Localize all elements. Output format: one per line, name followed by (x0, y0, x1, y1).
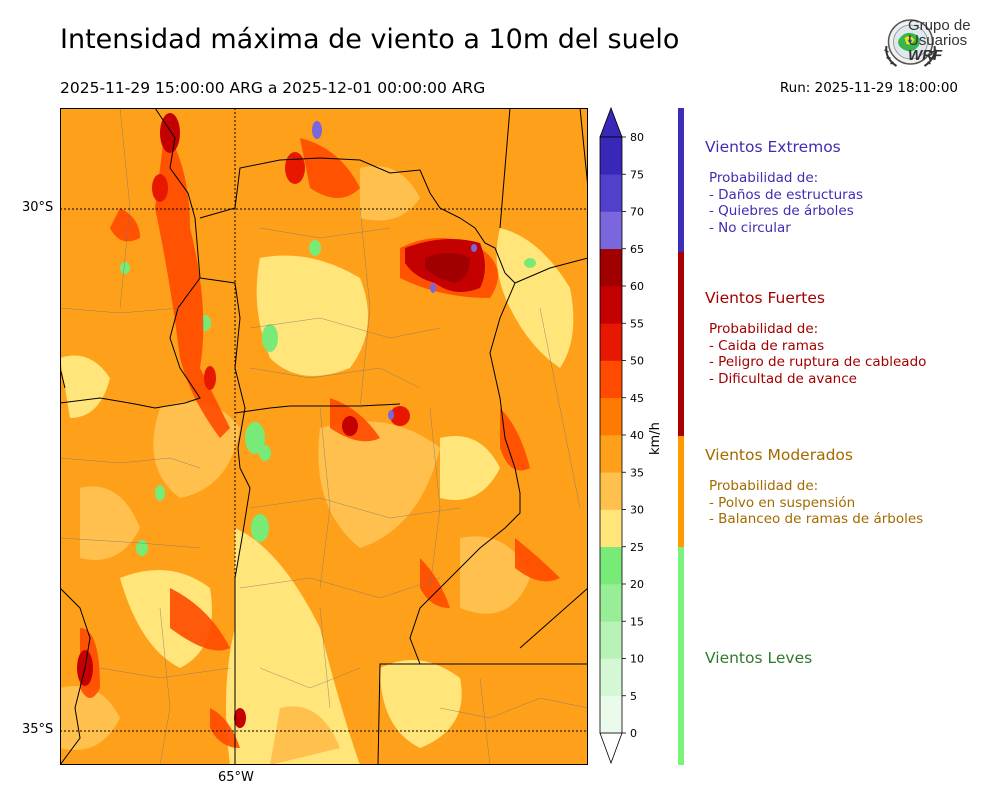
category-description: Probabilidad de: - Polvo en suspensión -… (709, 478, 923, 528)
desc-line: Probabilidad de: (709, 478, 819, 494)
category-name: Vientos Extremos (705, 138, 841, 156)
colorbar-tick-label: 50 (630, 355, 644, 368)
colorbar-tick-label: 70 (630, 206, 644, 219)
colorbar-segment (600, 137, 622, 175)
graticule (60, 108, 588, 765)
category-strong: Vientos Fuertes Probabilidad de: - Caida… (705, 289, 926, 387)
colorbar-tick-label: 25 (630, 541, 644, 554)
run-timestamp: Run: 2025-11-29 18:00:00 (779, 80, 958, 96)
colorbar-segment (600, 360, 622, 399)
forecast-period: 2025-11-29 15:00:00 ARG a 2025-12-01 00:… (60, 79, 486, 97)
logo-text: Grupo de Usuarios WRF (908, 18, 971, 63)
colorbar-tick-label: 10 (630, 653, 644, 666)
desc-line: - Quiebres de árboles (709, 203, 854, 219)
colorbar-tick-label: 5 (630, 690, 637, 703)
light-wind-spots (120, 240, 536, 556)
category-bar-strong (678, 252, 684, 436)
category-extreme: Vientos Extremos Probabilidad de: - Daño… (705, 138, 863, 236)
moderate-low-zones (60, 228, 574, 765)
colorbar-segment (600, 397, 622, 436)
wind-colorbar: 0 5 10 15 20 25 30 35 40 45 50 55 60 65 70 75 80 (599, 106, 644, 765)
colorbar-unit-label: km/h (648, 422, 663, 455)
category-light: Vientos Leves (705, 649, 812, 667)
map-frame (60, 108, 588, 765)
colorbar-tick-label: 20 (630, 578, 644, 591)
colorbar-tick-label: 45 (630, 392, 644, 405)
logo-line-2: Usuarios (908, 32, 968, 49)
colorbar-tick-label: 75 (630, 168, 644, 181)
desc-line: - Polvo en suspensión (709, 494, 856, 511)
colorbar-segment (600, 621, 622, 659)
category-name: Vientos Fuertes (705, 289, 825, 307)
category-description: Probabilidad de: - Caida de ramas - Peli… (709, 321, 926, 387)
category-bar-light (678, 547, 684, 765)
lon-label-65w: 65°W (218, 770, 254, 785)
colorbar-segment (600, 435, 622, 473)
colorbar-extend-max (599, 106, 623, 138)
colorbar-tick-label: 60 (630, 280, 644, 293)
colorbar-tick-label: 65 (630, 243, 644, 256)
category-bar-moderate (678, 436, 684, 547)
colorbar-tick-label: 40 (630, 429, 644, 442)
colorbar-segment (600, 695, 622, 734)
moderate-mid-zones (60, 166, 530, 765)
colorbar-segment (600, 174, 622, 212)
desc-line: Probabilidad de: (709, 321, 819, 337)
desc-line: - Caida de ramas (709, 337, 825, 354)
province-boundaries (60, 108, 588, 765)
colorbar-tick-label: 55 (630, 317, 644, 330)
colorbar-segment (600, 509, 622, 548)
category-name: Vientos Leves (705, 649, 813, 667)
desc-line: - No circular (709, 219, 791, 236)
colorbar-segment (600, 286, 622, 324)
colorbar-tick-label: 30 (630, 504, 644, 517)
colorbar-segment (600, 323, 622, 361)
colorbar-segment (600, 248, 622, 287)
colorbar-segment (600, 546, 622, 585)
category-description: Probabilidad de: - Daños de estructuras … (709, 170, 863, 236)
colorbar-segment (600, 584, 622, 622)
globe-emblem-icon (884, 19, 937, 67)
logo-line-3: WRF (908, 47, 943, 64)
category-bar-extreme (678, 108, 684, 252)
colorbar-tick-label: 0 (630, 727, 637, 740)
extreme-wind-spots (312, 121, 477, 420)
desc-line: Probabilidad de: (709, 170, 819, 186)
desc-line: - Daños de estructuras (709, 186, 864, 203)
lat-label-35s: 35°S (22, 722, 54, 737)
colorbar-extend-min (599, 732, 623, 765)
desc-line: - Peligro de ruptura de cableado (709, 354, 927, 370)
desc-line: - Dificultad de avance (709, 370, 857, 387)
category-name: Vientos Moderados (705, 446, 853, 464)
category-bar (678, 108, 684, 765)
colorbar-segment (600, 211, 622, 250)
colorbar-segment (600, 658, 622, 697)
colorbar-tick-label: 35 (630, 466, 644, 479)
strong-wind-core (77, 113, 485, 728)
category-moderate: Vientos Moderados Probabilidad de: - Pol… (705, 446, 923, 528)
logo-line-1: Grupo de (908, 17, 971, 34)
colorbar-tick-label: 15 (630, 615, 644, 628)
desc-line: - Balanceo de ramas de árboles (709, 511, 924, 527)
wind-map (60, 108, 588, 765)
colorbar-tick-label: 80 (630, 131, 644, 144)
map-title: Intensidad máxima de viento a 10m del su… (60, 24, 680, 55)
lat-label-30s: 30°S (22, 200, 54, 215)
colorbar-segment (600, 472, 622, 510)
department-boundaries (60, 108, 588, 765)
